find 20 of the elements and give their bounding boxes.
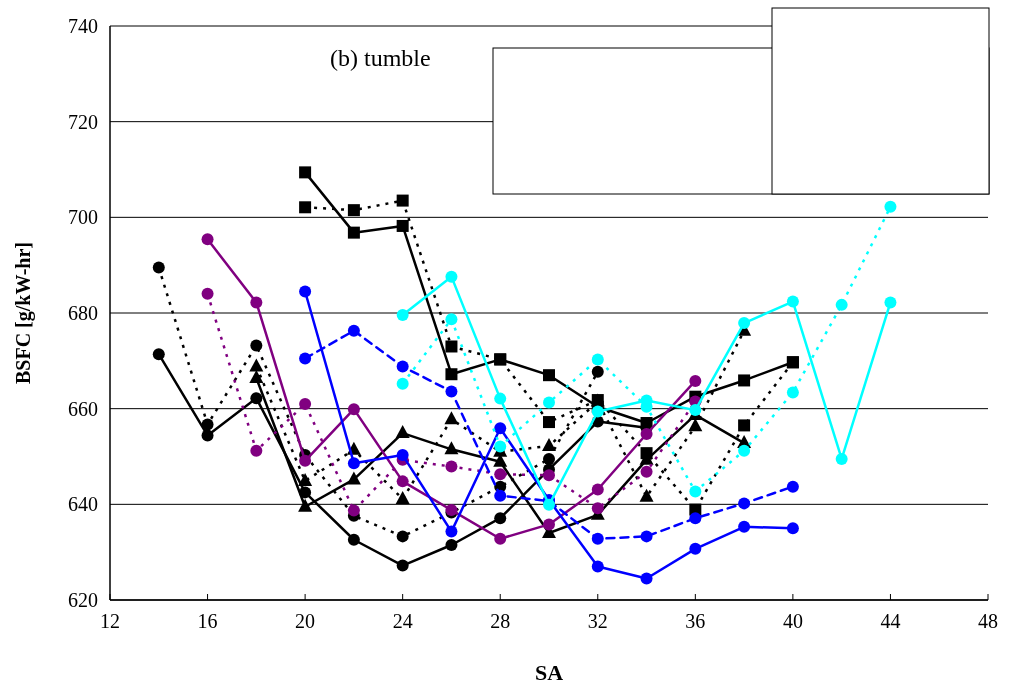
x-tick-label: 32 [587,610,608,632]
y-tick-label: 720 [68,110,98,133]
x-tick-label: 44 [880,610,901,632]
y-tick-label: 620 [68,589,98,611]
x-tick-label: 24 [392,610,413,632]
y-tick-label: 740 [68,15,98,37]
y-tick-label: 640 [68,493,98,516]
x-tick-label: 12 [100,610,120,632]
y-axis-title: BSFC [g/kW-hr] [12,241,35,385]
x-tick-label: 48 [978,610,998,632]
x-tick-label: 40 [782,610,803,632]
x-tick-label: 16 [197,610,218,632]
y-tick-label: 700 [68,206,98,229]
x-tick-label: 36 [685,610,706,632]
y-tick-label: 660 [68,397,98,420]
annotation: (b) tumble [330,45,431,71]
x-axis-title: SA [534,660,564,685]
x-tick-label: 28 [490,610,511,632]
x-tick-label: 20 [295,610,316,632]
y-tick-label: 680 [68,302,98,324]
